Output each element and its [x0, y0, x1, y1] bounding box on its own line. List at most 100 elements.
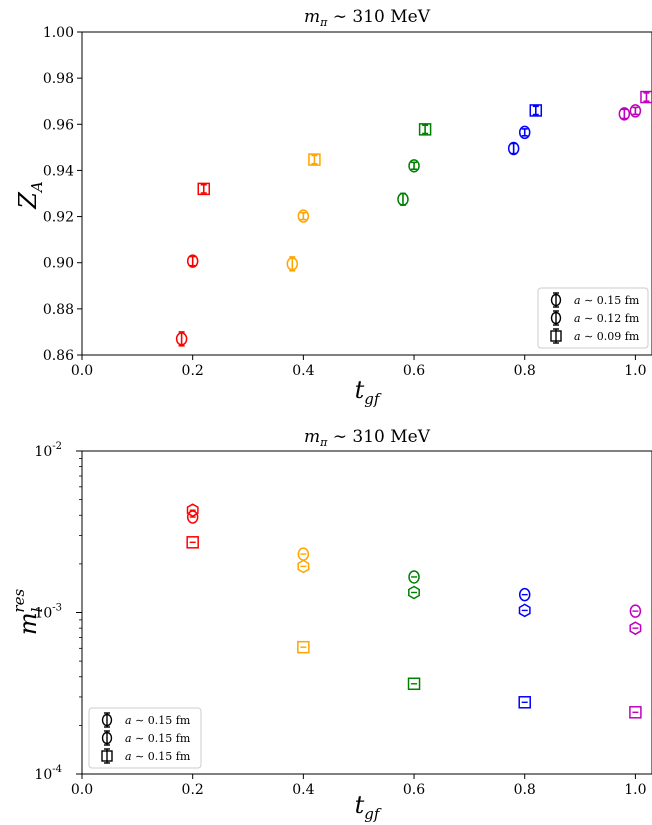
legend-label: a ∼ 0.15 fm — [125, 750, 191, 763]
hexagon-marker — [408, 585, 420, 600]
top-legend-box — [537, 287, 649, 349]
circle-marker — [618, 107, 631, 121]
legend-entry: a ∼ 0.15 fm — [101, 712, 191, 728]
circle-marker — [297, 209, 310, 223]
legend-entry: a ∼ 0.15 fm — [101, 748, 191, 764]
data-point — [197, 182, 210, 196]
legend-label: a ∼ 0.09 fm — [574, 330, 640, 343]
data-point — [629, 706, 642, 719]
circle-marker — [397, 192, 409, 207]
data-point — [175, 331, 188, 347]
square-marker — [518, 696, 531, 709]
legend-circle-marker — [550, 293, 562, 307]
data-point — [629, 604, 642, 618]
legend-circle-marker — [101, 731, 113, 745]
top-y-axis-label: ZA — [14, 181, 46, 210]
hexagon-marker — [518, 603, 531, 618]
x-tick-label: 0.2 — [182, 363, 204, 379]
circle-marker — [186, 254, 199, 268]
data-point — [640, 90, 652, 104]
data-point — [418, 123, 432, 136]
square-marker — [308, 153, 321, 166]
circle-marker — [518, 125, 531, 140]
data-point — [186, 536, 199, 549]
data-point — [408, 159, 420, 173]
x-tick-label: 0.4 — [292, 782, 314, 798]
legend-entry: a ∼ 0.15 fm — [101, 730, 191, 746]
legend-entry: a ∼ 0.09 fm — [550, 328, 640, 344]
legend-label: a ∼ 0.15 fm — [125, 732, 191, 745]
y-tick-label: 0.86 — [43, 348, 74, 364]
data-point — [297, 559, 310, 574]
square-marker — [407, 677, 421, 691]
legend-circle-marker — [101, 713, 113, 727]
y-tick-label: 10-3 — [34, 603, 62, 622]
x-tick-label: 1.0 — [624, 363, 646, 379]
top-legend: a ∼ 0.15 fm a ∼ 0.12 fm a ∼ 0.09 fm — [537, 287, 649, 349]
y-tick-label: 10-2 — [34, 441, 62, 460]
top-x-axis-label: tgf — [355, 376, 382, 408]
hexagon-marker — [629, 621, 642, 636]
x-tick-label: 0.0 — [71, 363, 93, 379]
legend-entry: a ∼ 0.15 fm — [550, 292, 640, 308]
top-chart-frame — [81, 31, 652, 356]
square-marker — [186, 536, 199, 549]
data-point — [186, 510, 199, 524]
x-tick-label: 0.6 — [403, 363, 425, 379]
data-point — [629, 104, 642, 118]
bottom-chart-title: mπ ∼ 310 MeV — [304, 427, 431, 449]
circle-marker — [286, 257, 299, 271]
data-point — [407, 677, 421, 691]
data-point — [618, 107, 631, 121]
circle-marker — [629, 104, 642, 118]
legend-label: a ∼ 0.15 fm — [125, 714, 191, 727]
data-point — [518, 587, 531, 602]
x-tick-label: 0.8 — [514, 782, 536, 798]
data-point — [186, 254, 199, 268]
bottom-legend: a ∼ 0.15 fm a ∼ 0.15 fm a ∼ 0.15 fm — [88, 707, 202, 769]
bottom-chart: mπ ∼ 310 MeV 10-4 10-3 10-2 0.0 0.2 0.4 0.6 0.… — [10, 427, 652, 823]
data-point — [308, 153, 321, 166]
x-tick-label: 1.0 — [624, 782, 646, 798]
data-point — [408, 570, 420, 584]
circle-marker — [408, 159, 420, 173]
data-point — [408, 585, 420, 600]
data-point — [297, 640, 310, 654]
square-marker — [629, 706, 642, 719]
y-tick-label: 10-4 — [34, 764, 62, 783]
x-tick-label: 0.6 — [403, 782, 425, 798]
data-point — [186, 503, 199, 518]
square-marker — [297, 640, 310, 654]
legend-circle-marker — [550, 311, 562, 325]
legend-square-marker — [101, 750, 113, 762]
hexagon-marker — [186, 503, 199, 518]
data-point — [507, 141, 520, 156]
data-point — [518, 696, 531, 709]
x-tick-label: 0.4 — [292, 363, 314, 379]
bottom-x-axis-label: tgf — [355, 791, 382, 823]
x-tick-label: 0.0 — [71, 782, 93, 798]
data-point — [629, 621, 642, 636]
x-tick-label: 0.8 — [514, 363, 536, 379]
data-point — [297, 209, 310, 223]
legend-label: a ∼ 0.15 fm — [574, 294, 640, 307]
y-tick-label: 0.98 — [43, 71, 74, 87]
circle-marker — [408, 570, 420, 584]
top-chart: mπ ∼ 310 MeV 0.86 0.88 0.90 0.92 0.94 0.96 0.9… — [14, 7, 652, 408]
circle-marker — [518, 587, 531, 602]
data-point — [397, 192, 409, 207]
circle-marker — [629, 604, 642, 618]
hexagon-marker — [297, 559, 310, 574]
y-tick-label: 0.90 — [43, 256, 74, 272]
square-marker — [197, 182, 210, 196]
y-tick-label: 1.00 — [43, 25, 74, 41]
circle-marker — [186, 510, 199, 524]
bottom-legend-box — [88, 707, 202, 769]
y-tick-label: 0.96 — [43, 117, 74, 133]
legend-square-marker — [550, 330, 562, 342]
x-tick-label: 0.2 — [182, 782, 204, 798]
y-tick-label: 0.94 — [43, 163, 74, 179]
data-point — [297, 547, 310, 561]
legend-label: a ∼ 0.12 fm — [574, 312, 640, 325]
